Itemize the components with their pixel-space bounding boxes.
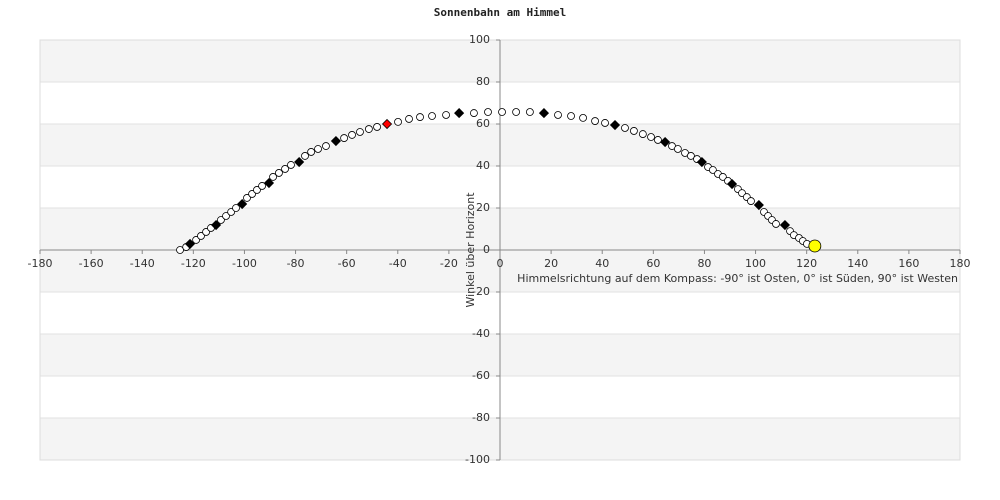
diamond-marker	[726, 178, 738, 190]
circle-marker	[197, 232, 205, 240]
x-tick-label: -140	[130, 257, 155, 270]
circle-marker	[601, 119, 609, 127]
x-tick-label: 60	[646, 257, 660, 270]
diamond-marker	[330, 135, 341, 147]
circle-marker	[654, 136, 662, 144]
circle-marker	[718, 173, 727, 181]
circle-marker	[232, 204, 240, 212]
circle-marker	[253, 186, 261, 194]
circle-marker	[287, 161, 295, 169]
circle-marker	[301, 152, 309, 160]
y-tick-label: -100	[465, 453, 490, 466]
circle-marker	[222, 212, 230, 220]
diamond-marker	[696, 156, 707, 168]
diamond-marker	[609, 119, 621, 131]
diamond-marker	[381, 118, 393, 130]
x-tick-label: -180	[28, 257, 53, 270]
y-tick-label: 20	[476, 201, 490, 214]
x-tick-label: 20	[544, 257, 558, 270]
diamond-marker	[294, 156, 305, 168]
x-tick-label: -40	[389, 257, 407, 270]
circle-marker	[258, 182, 266, 190]
y-tick-label: -80	[472, 411, 490, 424]
diamond-marker	[263, 177, 275, 189]
x-tick-label: -160	[79, 257, 104, 270]
circle-marker	[567, 112, 575, 120]
x-tick-label: 0	[497, 257, 504, 270]
x-tick-label: 80	[697, 257, 711, 270]
x-tick-label: -100	[232, 257, 257, 270]
circle-marker	[673, 145, 682, 153]
diamond-marker	[184, 238, 196, 249]
circle-marker	[621, 124, 629, 132]
circle-marker	[217, 216, 225, 224]
x-tick-label: 120	[796, 257, 817, 270]
y-tick-label: 80	[476, 75, 490, 88]
circle-marker	[281, 165, 289, 173]
x-tick-label: 140	[847, 257, 868, 270]
x-axis-label: Himmelsrichtung auf dem Kompass: -90° is…	[517, 272, 958, 285]
circle-marker	[243, 194, 251, 202]
diamond-marker	[211, 219, 222, 231]
circle-marker	[687, 152, 695, 160]
circle-marker	[484, 108, 492, 116]
diamond-marker	[753, 199, 764, 211]
circle-marker	[808, 239, 822, 253]
y-tick-label: -20	[472, 285, 490, 298]
diamond-marker	[237, 198, 248, 210]
x-tick-label: 180	[950, 257, 971, 270]
circle-marker	[428, 112, 436, 120]
circle-marker	[269, 173, 277, 181]
circle-marker	[322, 142, 330, 150]
x-tick-label: -20	[440, 257, 458, 270]
circle-marker	[708, 166, 717, 174]
circle-marker	[526, 108, 534, 116]
diamond-marker	[660, 136, 671, 148]
chart-title: Sonnenbahn am Himmel	[434, 6, 566, 19]
circle-marker	[356, 128, 364, 136]
circle-marker	[314, 145, 322, 153]
circle-marker	[498, 108, 506, 116]
x-tick-label: 40	[595, 257, 609, 270]
circle-marker	[470, 109, 478, 117]
diamond-marker	[538, 108, 550, 119]
circle-marker	[373, 123, 381, 131]
diamond-marker	[454, 108, 465, 119]
y-tick-label: 60	[476, 117, 490, 130]
circle-marker	[416, 113, 424, 121]
circle-marker	[591, 117, 599, 125]
x-tick-label: 100	[745, 257, 766, 270]
circle-marker	[275, 169, 283, 177]
circle-marker	[579, 114, 587, 122]
y-tick-label: -40	[472, 327, 490, 340]
circle-marker	[307, 148, 316, 156]
circle-marker	[176, 246, 184, 254]
y-tick-label: -60	[472, 369, 490, 382]
circle-marker	[364, 125, 373, 133]
circle-marker	[512, 108, 520, 116]
diamond-marker	[779, 219, 791, 231]
x-tick-label: 160	[898, 257, 919, 270]
circle-marker	[405, 115, 413, 123]
x-tick-label: -120	[181, 257, 206, 270]
circle-marker	[647, 133, 655, 141]
y-tick-label: 0	[483, 243, 490, 256]
y-tick-label: 40	[476, 159, 490, 172]
y-tick-label: 100	[469, 33, 490, 46]
circle-marker	[554, 111, 562, 119]
x-tick-label: -80	[287, 257, 305, 270]
circle-marker	[340, 134, 349, 142]
circle-marker	[747, 197, 755, 205]
circle-marker	[394, 118, 402, 126]
y-axis-label: Winkel über Horizont	[464, 192, 477, 308]
circle-marker	[772, 220, 780, 228]
circle-marker	[348, 131, 356, 139]
x-tick-label: -60	[338, 257, 356, 270]
circle-marker	[638, 130, 647, 138]
circle-marker	[442, 111, 450, 119]
circle-marker	[630, 127, 638, 135]
